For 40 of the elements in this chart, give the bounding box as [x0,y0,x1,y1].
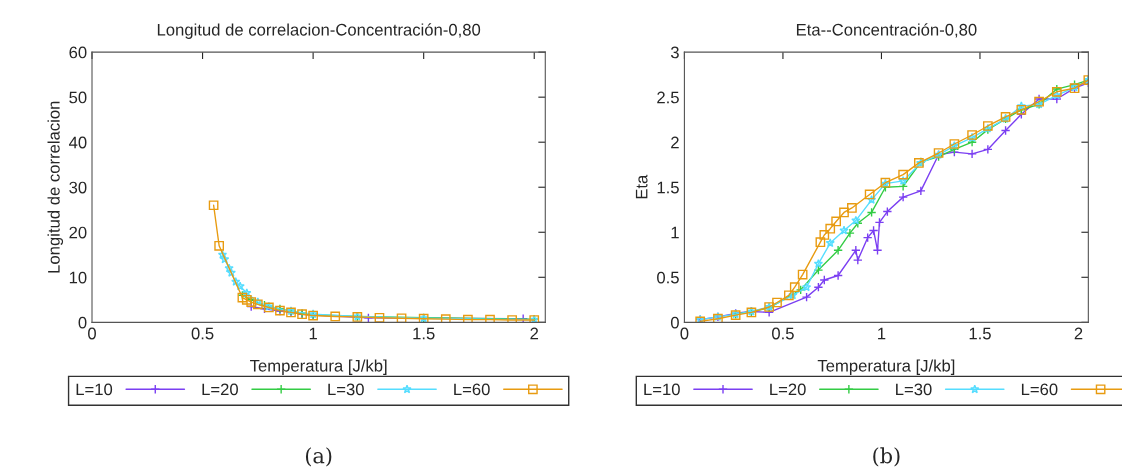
x-tick-label: 0.5 [191,327,214,340]
x-tick-label: 1 [878,327,886,340]
legend-label: L=10 [644,383,680,396]
y-tick-label: 20 [69,226,87,239]
y-tick-label: 0 [78,316,87,329]
y-tick-label: 0.5 [657,271,679,284]
y-tick-label: 40 [68,136,87,149]
x-tick-label: 0 [680,327,689,340]
y-tick-label: 30 [69,181,87,194]
legend-label: L=30 [328,383,364,396]
y-axis-title: Longitud de correlacion [47,101,64,273]
y-axis-title: Eta [635,174,648,199]
x-axis-title: Temperatura [J/kb] [250,359,387,375]
y-tick-label: 50 [69,91,87,104]
y-tick-label: 2 [671,136,679,149]
y-tick-label: 1.5 [657,181,679,194]
legend-label: L=60 [454,383,490,396]
x-axis-title: Temperatura [J/kb] [817,359,955,375]
legend-label: L=30 [896,383,932,396]
x-tick-label: 0.5 [772,327,794,340]
y-tick-label: 0 [670,316,679,329]
legend-label: L=20 [770,383,806,396]
legend-label: L=20 [202,383,238,396]
x-tick-label: 1.5 [969,327,991,340]
y-tick-label: 10 [69,271,87,284]
text: (b) [873,447,900,467]
chart-title: Eta--Concentración-0,80 [796,23,977,38]
x-tick-label: 0 [88,327,96,340]
legend-label: L=10 [76,383,113,396]
text: (a) [305,447,332,467]
x-tick-label: 1.5 [413,327,435,340]
x-tick-label: 2 [530,327,539,340]
legend-label: L=60 [1021,383,1058,396]
y-tick-label: 60 [69,46,87,59]
x-tick-label: 2 [1074,327,1083,340]
x-tick-label: 1 [309,327,317,340]
y-tick-label: 1 [671,226,679,239]
chart-title: Longitud de correlacion-Concentración-0,80 [157,23,481,39]
y-tick-label: 3 [670,46,679,59]
y-tick-label: 2.5 [657,91,679,104]
